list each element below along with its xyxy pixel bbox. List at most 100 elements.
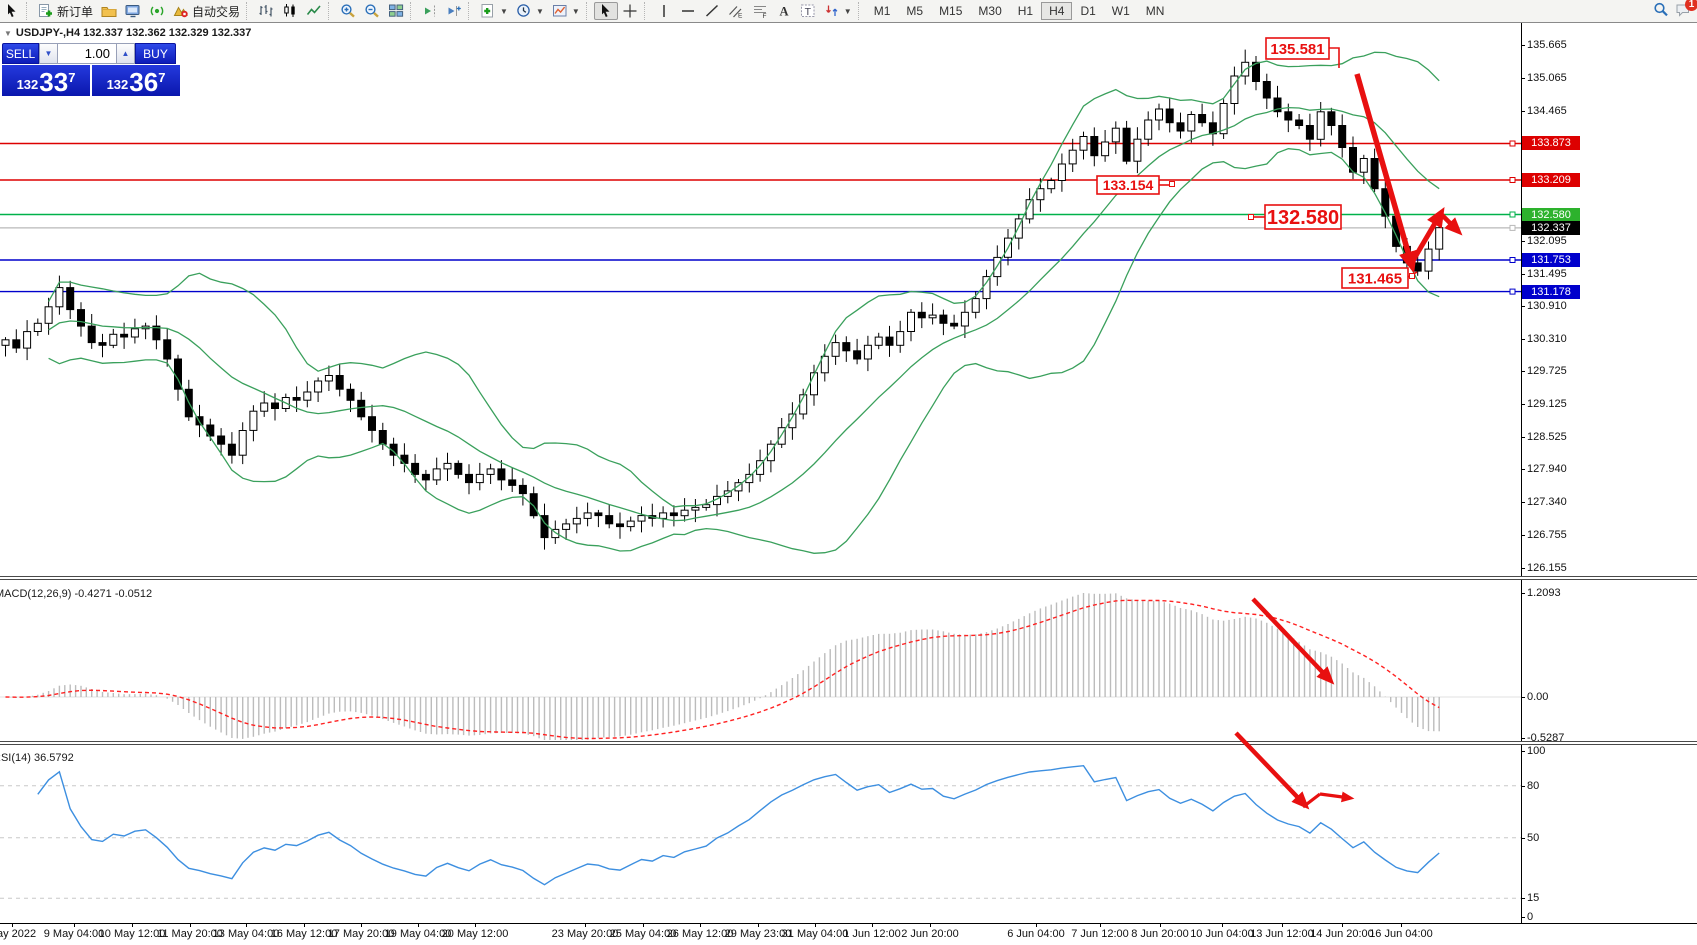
new-order-button[interactable]: 新订单 xyxy=(34,2,97,20)
time-tick-mark xyxy=(872,923,873,927)
search-button[interactable] xyxy=(1653,2,1669,21)
timeframe-w1-button[interactable]: W1 xyxy=(1111,4,1130,18)
horizontal-line-button[interactable] xyxy=(676,2,700,20)
time-tick-label: 7 Jun 12:00 xyxy=(1071,928,1129,940)
price-tick-mark xyxy=(1521,404,1525,405)
dropdown-arrow-icon[interactable]: ▼ xyxy=(500,6,508,16)
bar-chart-icon xyxy=(258,3,274,19)
time-tick-label: 25 May 04:00 xyxy=(609,928,677,940)
macd-histogram[interactable] xyxy=(6,593,1440,740)
price-tick-mark xyxy=(1521,45,1525,46)
notifications-button[interactable]: 1 xyxy=(1675,0,1697,21)
arrows-button[interactable]: ▼ xyxy=(820,2,856,20)
macd-tick-label: 0.00 xyxy=(1527,691,1549,703)
trendline-button[interactable] xyxy=(700,2,724,20)
profiles-button[interactable] xyxy=(97,2,121,20)
line-chart-button[interactable] xyxy=(302,2,326,20)
crosshair-button[interactable] xyxy=(618,2,642,20)
macd-pane[interactable] xyxy=(0,577,1697,742)
sell-price[interactable]: 132 33 7 xyxy=(2,65,90,96)
bar-chart-button[interactable] xyxy=(254,2,278,20)
time-tick-label: 2 Jun 20:00 xyxy=(901,928,959,940)
time-tick-mark xyxy=(643,923,644,927)
chart-autoscroll-icon xyxy=(446,3,462,19)
horizontal-lines[interactable] xyxy=(0,140,1521,295)
text-label-button[interactable]: T xyxy=(796,2,820,20)
pointer-partial-icon xyxy=(4,3,20,19)
signals-button[interactable] xyxy=(145,2,169,20)
autotrading-button[interactable]: 自动交易 xyxy=(169,2,244,20)
horizontal-line-icon xyxy=(680,3,696,19)
rsi-tick-mark xyxy=(1521,786,1525,787)
macd-signal-line[interactable] xyxy=(5,599,1440,740)
timeframe-m5-button[interactable]: M5 xyxy=(906,4,924,18)
buy-price[interactable]: 132 36 7 xyxy=(92,65,180,96)
time-tick-label: 11 May 20:00 xyxy=(157,928,223,940)
templates-button[interactable]: ▼ xyxy=(548,2,584,20)
price-tick-label: 127.340 xyxy=(1527,496,1567,508)
candlestick-chart-icon xyxy=(282,3,298,19)
candlestick-chart-button[interactable] xyxy=(278,2,302,20)
tile-windows-button[interactable] xyxy=(384,2,408,20)
chart-autoscroll-button[interactable] xyxy=(442,2,466,20)
macd-tick-label: -0.5287 xyxy=(1527,732,1565,744)
pane-separator[interactable] xyxy=(0,576,1697,580)
price-badge: 133.209 xyxy=(1522,173,1580,187)
time-tick-label: 10 Jun 04:00 xyxy=(1190,928,1254,940)
pane-separator[interactable] xyxy=(0,741,1697,745)
chart-shift-button[interactable] xyxy=(418,2,442,20)
time-tick-label: 6 Jun 04:00 xyxy=(1007,928,1065,940)
fibonacci-button[interactable]: F xyxy=(748,2,772,20)
bollinger-middle-line[interactable] xyxy=(48,106,1440,522)
dropdown-arrow-icon[interactable]: ▼ xyxy=(535,6,544,16)
dropdown-arrow-icon[interactable]: ▼ xyxy=(843,6,852,16)
collapse-caret-icon[interactable]: ▼ xyxy=(4,28,12,38)
time-tick-label: 1 Jun 12:00 xyxy=(843,928,901,940)
timeframe-m30-button[interactable]: M30 xyxy=(978,4,1002,18)
volume-decrease-button[interactable]: ▼ xyxy=(39,43,58,64)
timeframe-mn-button[interactable]: MN xyxy=(1145,4,1165,18)
price-tick-mark xyxy=(1521,469,1525,470)
bollinger-lower-line[interactable] xyxy=(48,148,1440,554)
timeframe-m1-button[interactable]: M1 xyxy=(873,4,891,18)
candles-layer[interactable] xyxy=(1,49,1444,550)
timeframe-m15-button[interactable]: M15 xyxy=(939,4,963,18)
text-button[interactable]: A xyxy=(772,2,796,20)
rsi-tick-mark xyxy=(1521,838,1525,839)
time-tick-mark xyxy=(12,923,13,927)
add-indicator-button[interactable]: ▼ xyxy=(476,2,512,20)
timeframe-d1-button[interactable]: D1 xyxy=(1080,4,1096,18)
equidistant-channel-icon: E xyxy=(728,3,744,19)
pointer-partial-button[interactable] xyxy=(0,2,24,20)
vertical-line-button[interactable] xyxy=(652,2,676,20)
periods-button[interactable]: ▼ xyxy=(512,2,548,20)
volume-input[interactable] xyxy=(58,43,116,64)
equidistant-channel-button[interactable]: E xyxy=(724,2,748,20)
market-watch-button[interactable] xyxy=(121,2,145,20)
zoom-out-button[interactable] xyxy=(360,2,384,20)
volume-increase-button[interactable]: ▲ xyxy=(116,43,135,64)
bollinger-upper-line[interactable] xyxy=(48,51,1440,508)
timeframe-h1-button[interactable]: H1 xyxy=(1017,4,1034,18)
cursor-button[interactable] xyxy=(593,2,618,20)
trendline-icon xyxy=(704,3,720,19)
price-tick-label: 126.155 xyxy=(1527,562,1567,574)
timeframe-h4-button[interactable]: H4 xyxy=(1041,2,1073,20)
line-chart-icon xyxy=(306,3,322,19)
rsi-pane[interactable] xyxy=(0,742,1697,923)
toolbar-separator xyxy=(246,2,252,20)
price-tick-label: 129.125 xyxy=(1527,398,1567,410)
rsi-line[interactable] xyxy=(37,764,1440,886)
text-label-icon: T xyxy=(800,3,816,19)
price-tick-label: 128.525 xyxy=(1527,431,1567,443)
zoom-in-button[interactable] xyxy=(336,2,360,20)
templates-icon xyxy=(552,3,568,19)
time-tick-mark xyxy=(132,923,133,927)
macd-tick-mark xyxy=(1521,697,1525,698)
sell-button[interactable]: SELL xyxy=(2,43,39,64)
dropdown-arrow-icon[interactable]: ▼ xyxy=(571,6,580,16)
main-chart-pane[interactable] xyxy=(0,23,1697,577)
buy-button[interactable]: BUY xyxy=(135,43,176,64)
